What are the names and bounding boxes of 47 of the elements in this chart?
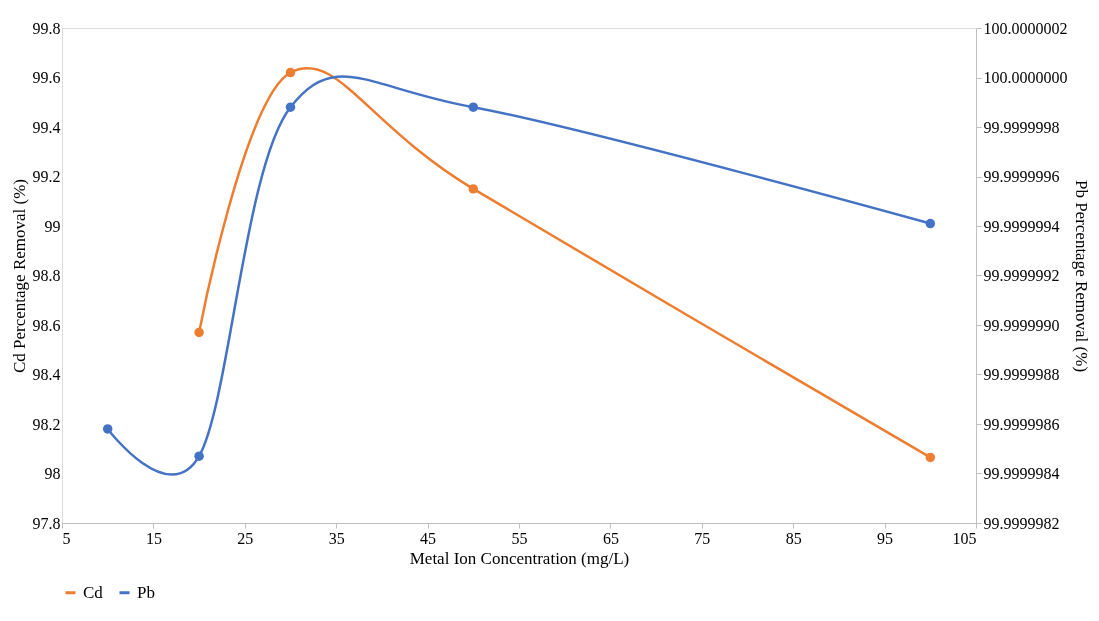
point — [194, 327, 204, 338]
x-axis-title: Metal Ion Concentration (mg/L) — [409, 548, 630, 568]
x-tick-label: 45 — [420, 529, 437, 547]
y2-tick-label: 99.9999984 — [983, 465, 1060, 482]
x-tick-label: 105 — [952, 529, 977, 547]
y-tick-label: 98.2 — [32, 415, 61, 433]
y2-tick-label: 99.9999996 — [983, 168, 1060, 185]
y-tick-label: 97.8 — [32, 514, 61, 532]
y2-tick-label: 100.0000000 — [983, 69, 1068, 86]
point — [102, 424, 113, 434]
y2-tick-label: 99.9999982 — [983, 514, 1060, 532]
x-tick-label: 95 — [877, 529, 894, 547]
y-tick-label: 99.8 — [32, 19, 61, 37]
y-axis-title: Cd Percentage Removal (%) — [9, 178, 29, 374]
point — [468, 184, 479, 194]
y2-tick-label: 99.9999992 — [983, 267, 1060, 284]
point — [194, 451, 204, 461]
point — [468, 102, 479, 112]
point — [925, 218, 936, 229]
y2-tick-label: 99.9999986 — [983, 415, 1060, 433]
y-tick-label: 99.6 — [32, 69, 61, 86]
y-tick-label: 99.4 — [32, 118, 61, 136]
point — [285, 102, 296, 112]
y-tick-label: 99 — [44, 217, 61, 235]
y2-axis-title: Pb Percentage Removal (%) — [1071, 179, 1091, 373]
x-tick-label: 25 — [237, 529, 254, 547]
x-tick-label: 55 — [511, 529, 528, 547]
y2-tick-label: 99.9999998 — [983, 118, 1060, 136]
legend-label: Cd — [83, 582, 104, 602]
y-tick-label: 98.8 — [32, 267, 61, 284]
y-tick-label: 99.2 — [32, 168, 61, 185]
y2-tick-label: 100.0000002 — [983, 19, 1068, 37]
y-tick-label: 98.4 — [32, 366, 61, 383]
x-tick-label: 5 — [62, 529, 71, 547]
legend-label: Pb — [137, 582, 155, 602]
y-tick-label: 98 — [44, 465, 61, 482]
x-tick-label: 85 — [785, 529, 802, 547]
y-tick-label: 98.6 — [32, 316, 61, 334]
y2-tick-label: 99.9999994 — [983, 217, 1060, 235]
y2-tick-label: 99.9999990 — [983, 316, 1060, 334]
point — [285, 67, 296, 78]
x-tick-label: 35 — [328, 529, 345, 547]
y2-tick-label: 99.9999988 — [983, 366, 1060, 383]
point — [925, 452, 936, 463]
x-tick-label: 75 — [694, 529, 711, 547]
x-tick-label: 15 — [145, 529, 162, 547]
x-tick-label: 65 — [602, 529, 619, 547]
